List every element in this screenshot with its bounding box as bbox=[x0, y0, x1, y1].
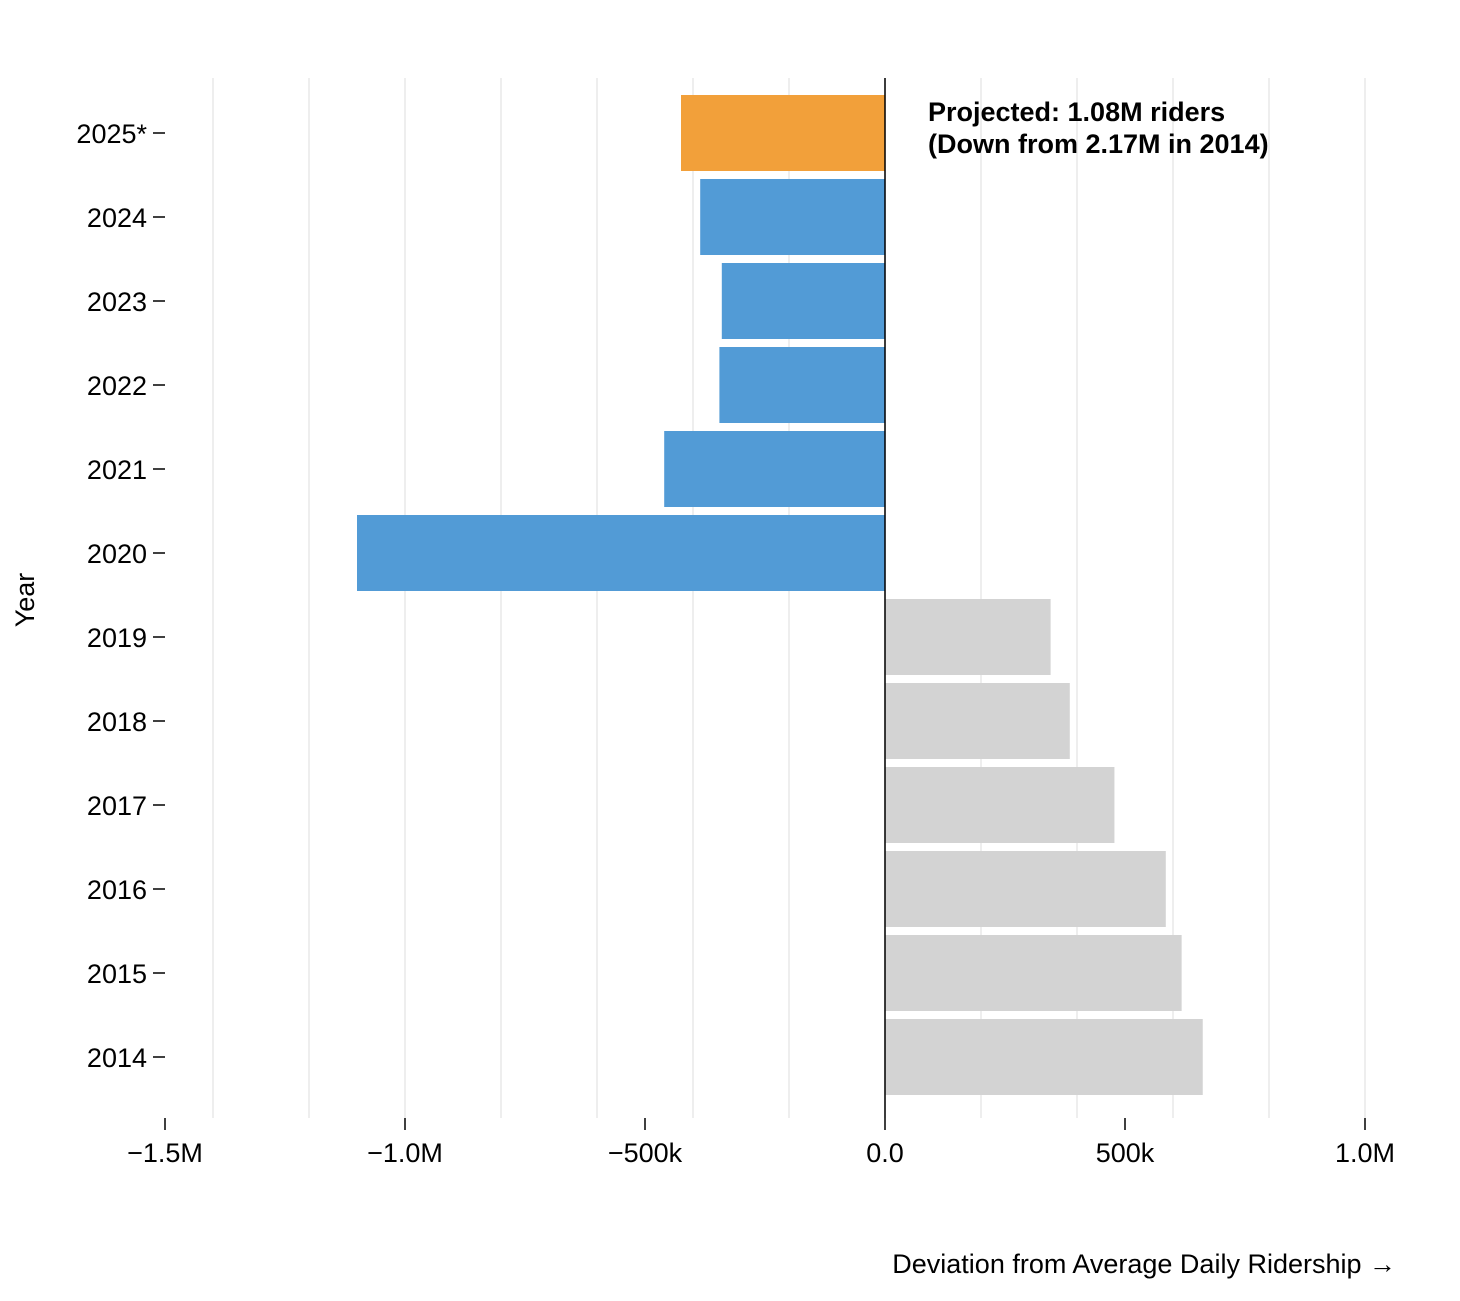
x-tick-label: −1.0M bbox=[367, 1138, 443, 1168]
annotation-line-1: Projected: 1.08M riders bbox=[928, 97, 1225, 127]
y-tick-label: 2020 bbox=[87, 539, 147, 569]
x-tick-label: −1.5M bbox=[127, 1138, 203, 1168]
y-tick-label: 2015 bbox=[87, 959, 147, 989]
y-tick-label: 2019 bbox=[87, 623, 147, 653]
y-tick-label: 2023 bbox=[87, 287, 147, 317]
y-tick-label: 2016 bbox=[87, 875, 147, 905]
y-tick-label: 2017 bbox=[87, 791, 147, 821]
x-axis-title: Deviation from Average Daily Ridership → bbox=[892, 1249, 1396, 1279]
y-tick-label: 2022 bbox=[87, 371, 147, 401]
bar-2015 bbox=[885, 935, 1182, 1011]
bars bbox=[357, 95, 1203, 1095]
bar-2025 bbox=[681, 95, 885, 171]
y-axis: 2025* 2024 2023 2022 2021 2020 2019 2018 2017 201… bbox=[76, 119, 165, 1073]
y-tick-label: 2014 bbox=[87, 1043, 147, 1073]
annotation-line-2: (Down from 2.17M in 2014) bbox=[928, 129, 1269, 159]
bar-2018 bbox=[885, 683, 1070, 759]
x-axis: −1.5M −1.0M −500k 0.0 500k 1.0M bbox=[127, 1118, 1395, 1168]
bar-2024 bbox=[700, 179, 885, 255]
y-tick-label: 2018 bbox=[87, 707, 147, 737]
bar-2020 bbox=[357, 515, 885, 591]
bar-2014 bbox=[885, 1019, 1203, 1095]
y-tick-label: 2024 bbox=[87, 203, 147, 233]
x-tick-label: 0.0 bbox=[866, 1138, 904, 1168]
y-axis-title: Year bbox=[10, 573, 40, 628]
bar-2016 bbox=[885, 851, 1166, 927]
bar-2021 bbox=[664, 431, 885, 507]
x-tick-label: 500k bbox=[1096, 1138, 1155, 1168]
bar-2019 bbox=[885, 599, 1051, 675]
bar-2023 bbox=[721, 263, 885, 339]
y-tick-label: 2025* bbox=[76, 119, 147, 149]
x-tick-label: −500k bbox=[608, 1138, 683, 1168]
x-tick-label: 1.0M bbox=[1335, 1138, 1395, 1168]
bar-2017 bbox=[885, 767, 1115, 843]
bar-2022 bbox=[719, 347, 885, 423]
y-tick-label: 2021 bbox=[87, 455, 147, 485]
